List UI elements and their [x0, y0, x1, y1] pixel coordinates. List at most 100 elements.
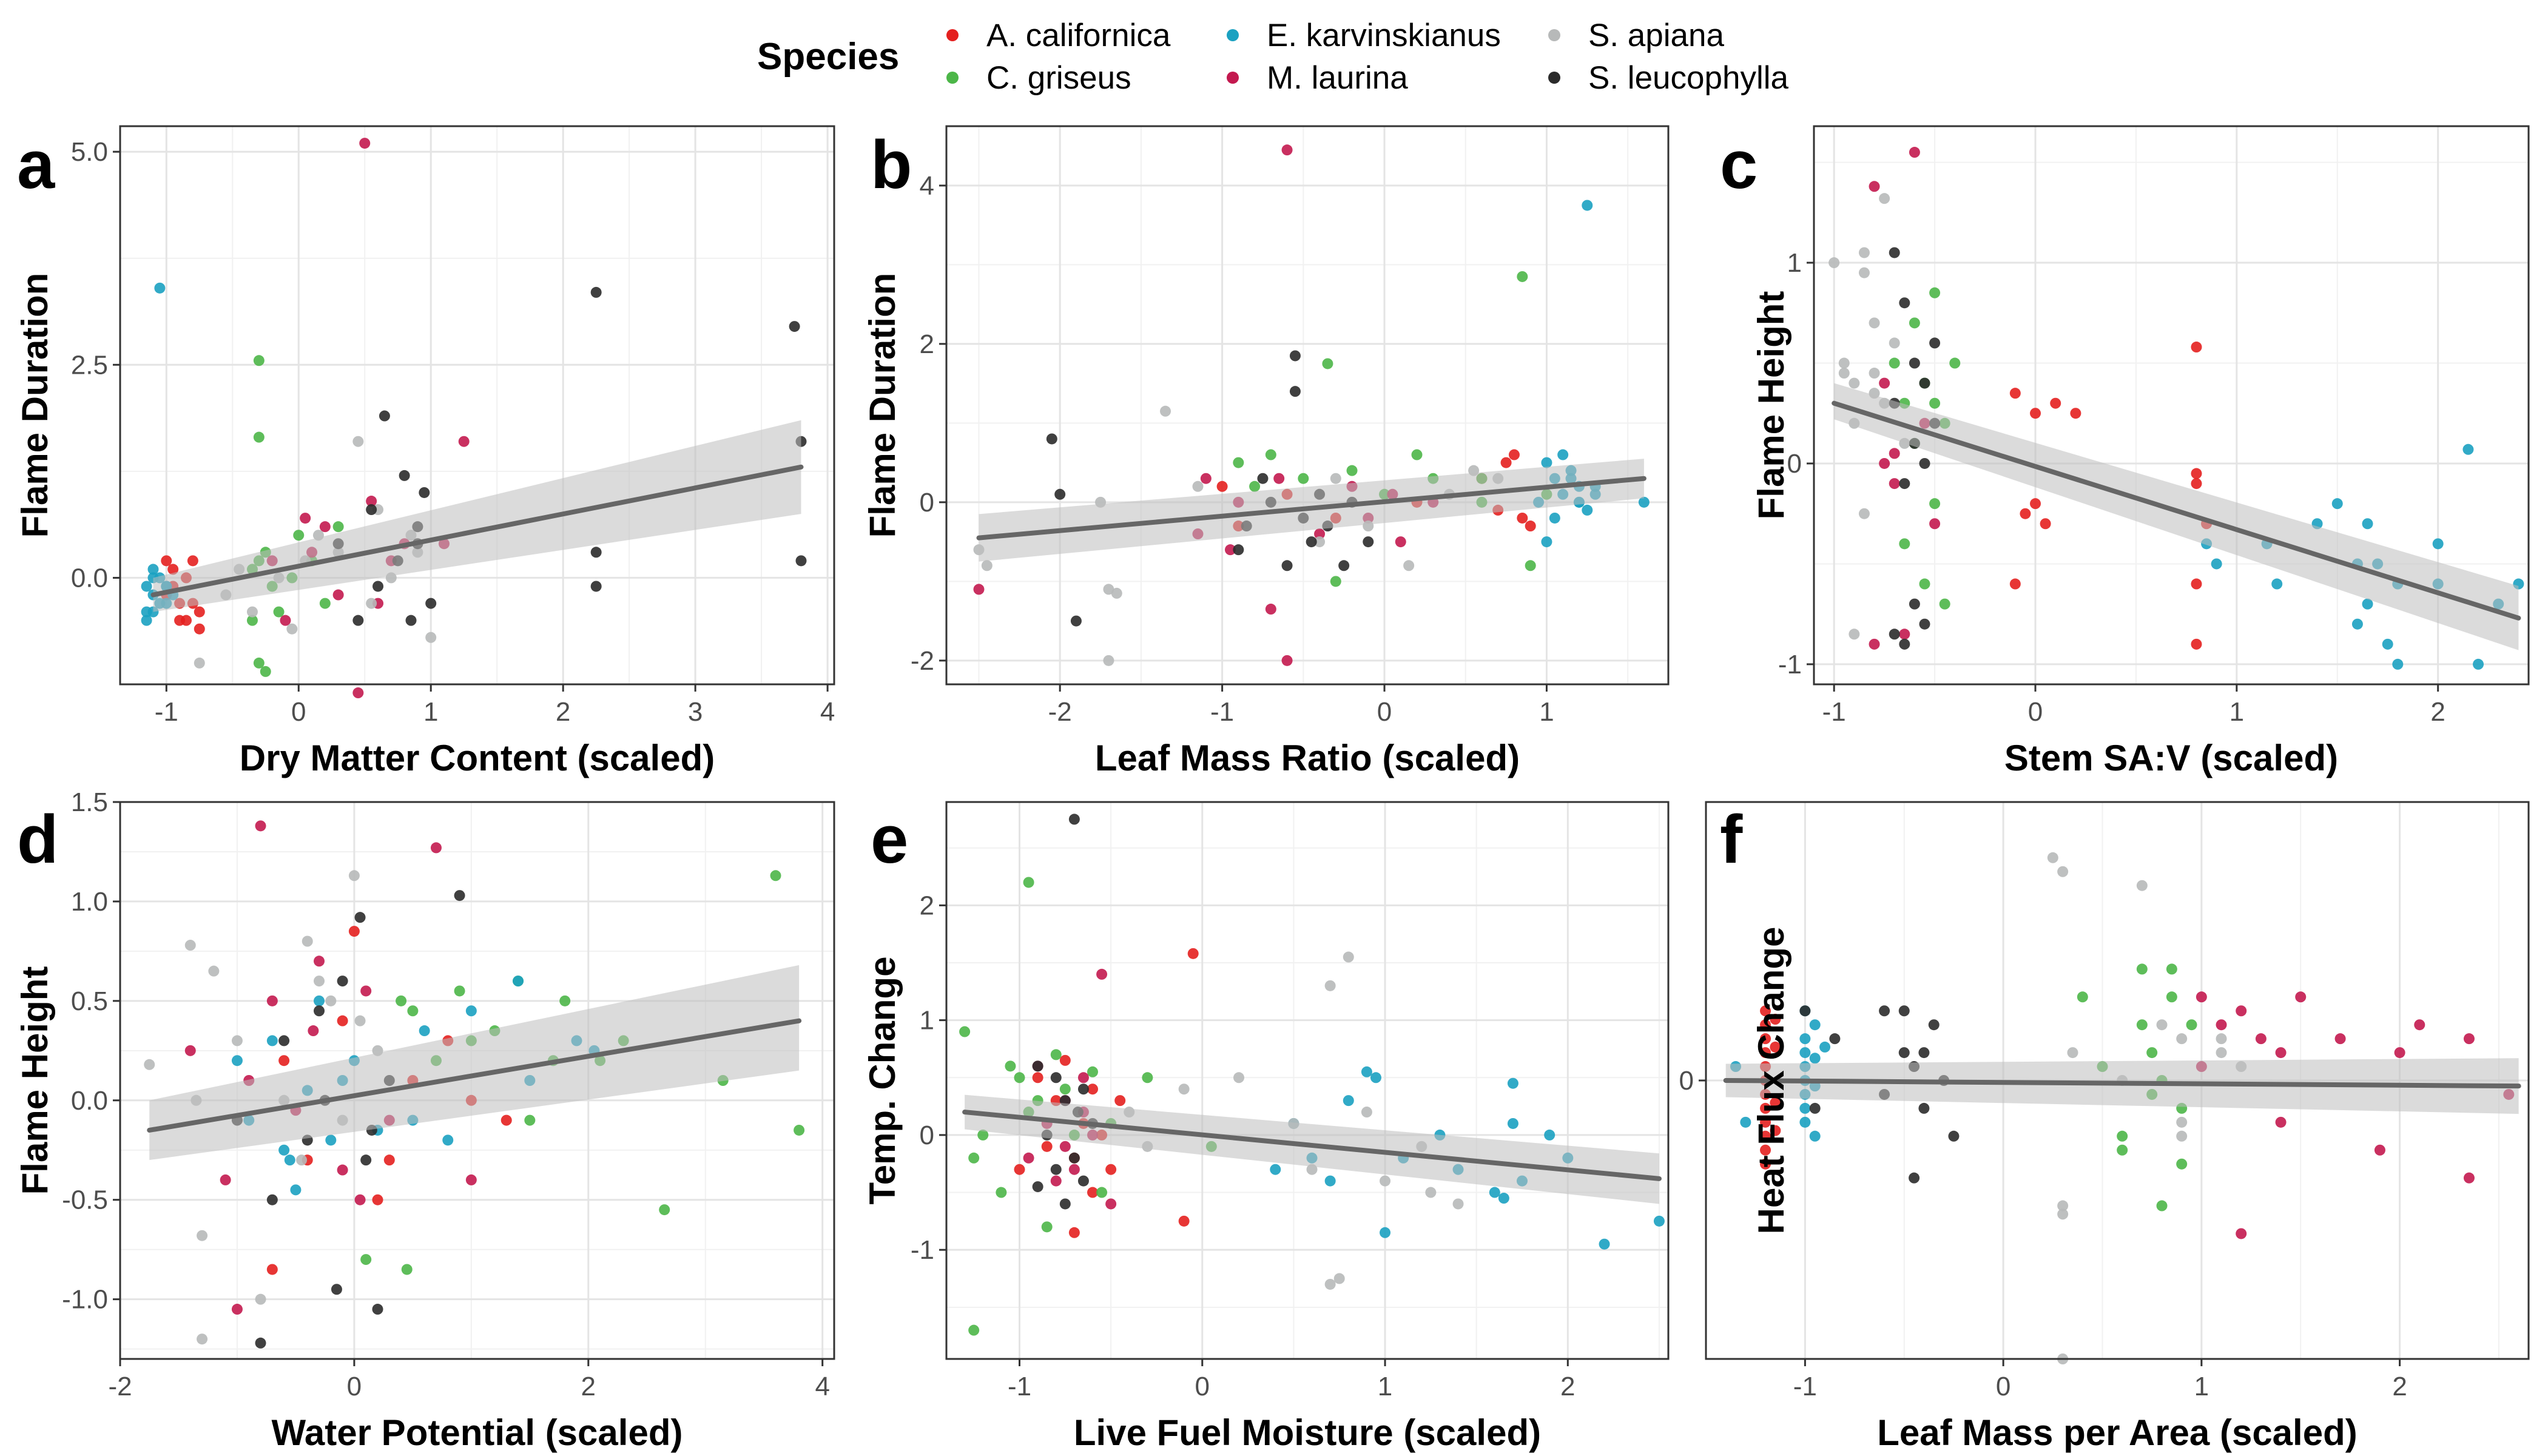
data-point	[308, 1025, 319, 1037]
x-tick-label: 2	[1560, 1372, 1575, 1401]
data-point	[1105, 1164, 1117, 1175]
data-point	[266, 1035, 278, 1046]
data-point	[1760, 1047, 1771, 1059]
data-point	[996, 1187, 1007, 1198]
y-tick-label: -1	[1778, 650, 1802, 679]
data-point	[1869, 317, 1880, 329]
data-point	[1087, 1187, 1099, 1198]
data-point	[372, 1304, 383, 1315]
data-point	[1929, 397, 1941, 409]
panel-border	[119, 801, 835, 1360]
data-point	[1050, 1049, 1062, 1060]
data-point	[968, 1152, 980, 1164]
x-axis-title: Stem SA:V (scaled)	[2004, 738, 2338, 778]
data-point	[465, 1174, 477, 1185]
panel-letter: e	[871, 801, 908, 877]
data-point	[981, 560, 993, 571]
y-tick-label: 2	[920, 891, 934, 920]
data-point	[2255, 1033, 2267, 1045]
data-point	[1889, 357, 1900, 369]
regression-line	[147, 1018, 802, 1133]
legend-swatch	[1548, 29, 1560, 41]
legend-swatch	[1548, 72, 1560, 84]
y-axis-title: Temp. Change	[862, 957, 903, 1205]
data-point	[2191, 578, 2202, 590]
data-point	[1249, 480, 1261, 492]
x-tick-label: 1	[2194, 1372, 2209, 1401]
data-point	[187, 555, 198, 567]
data-point	[278, 1035, 290, 1046]
data-point	[1224, 544, 1236, 556]
data-point	[1899, 478, 1910, 490]
data-point	[1809, 1130, 1821, 1142]
data-point	[1077, 1072, 1089, 1084]
data-point	[2156, 1019, 2168, 1031]
data-point	[1111, 587, 1122, 599]
data-point	[1760, 1116, 1771, 1128]
panel-border	[119, 125, 835, 686]
data-point	[231, 1035, 243, 1046]
data-point	[2166, 963, 2177, 975]
x-axis-title: Live Fuel Moisture (scaled)	[1074, 1412, 1541, 1453]
data-point	[2236, 1228, 2247, 1239]
data-point	[2047, 852, 2058, 863]
data-point	[1541, 457, 1552, 468]
data-point	[1343, 1095, 1354, 1107]
x-tick-label: 0	[1377, 697, 1392, 727]
data-point	[2275, 1047, 2287, 1059]
data-point	[144, 1059, 155, 1070]
data-point	[167, 564, 179, 575]
data-point	[1507, 1077, 1518, 1089]
legend-label: E. karvinskianus	[1267, 18, 1501, 53]
data-point	[2392, 658, 2404, 670]
data-point	[194, 606, 205, 618]
data-point	[1760, 1158, 1771, 1170]
panel-letter: b	[871, 127, 912, 203]
data-point	[1889, 247, 1900, 258]
data-point	[2216, 1033, 2227, 1045]
data-point	[1869, 638, 1880, 650]
y-tick-label: -2	[911, 646, 934, 676]
data-point	[246, 615, 258, 626]
data-point	[1889, 448, 1900, 459]
data-point	[2382, 638, 2393, 650]
x-tick-label: 1	[1378, 1372, 1392, 1401]
series-s-apiana	[2047, 852, 2247, 1364]
data-point	[1330, 473, 1341, 484]
data-point	[1760, 1102, 1771, 1114]
data-point	[407, 1005, 419, 1017]
data-point	[1281, 560, 1293, 571]
data-point	[2030, 498, 2041, 510]
data-point	[2216, 1019, 2227, 1031]
data-point	[1452, 1198, 1464, 1210]
data-point	[1653, 1215, 1665, 1227]
legend-label: A. californica	[986, 18, 1171, 53]
data-point	[284, 1154, 295, 1166]
data-point	[1889, 629, 1900, 640]
data-point	[1281, 144, 1293, 156]
data-point	[314, 976, 325, 987]
data-point	[1380, 1227, 1391, 1238]
data-point	[354, 1015, 366, 1026]
data-point	[419, 487, 430, 498]
data-point	[1909, 1172, 1920, 1184]
data-point	[1525, 560, 1536, 571]
data-point	[302, 935, 313, 947]
series-c-griseus	[959, 877, 1217, 1336]
data-point	[1498, 1193, 1509, 1204]
data-point	[337, 976, 348, 987]
data-point	[1500, 457, 1512, 468]
data-point	[348, 870, 360, 881]
data-point	[396, 995, 407, 1006]
data-point	[2463, 1033, 2475, 1045]
data-point	[2136, 963, 2148, 975]
x-tick-label: -1	[1210, 697, 1234, 727]
data-point	[1899, 538, 1910, 550]
data-point	[1760, 1019, 1771, 1031]
data-point	[359, 138, 371, 149]
data-point	[197, 1230, 208, 1241]
data-point	[1508, 449, 1520, 460]
data-point	[1939, 598, 1950, 610]
data-point	[1799, 1047, 1811, 1059]
y-tick-label: 0	[920, 1121, 934, 1150]
